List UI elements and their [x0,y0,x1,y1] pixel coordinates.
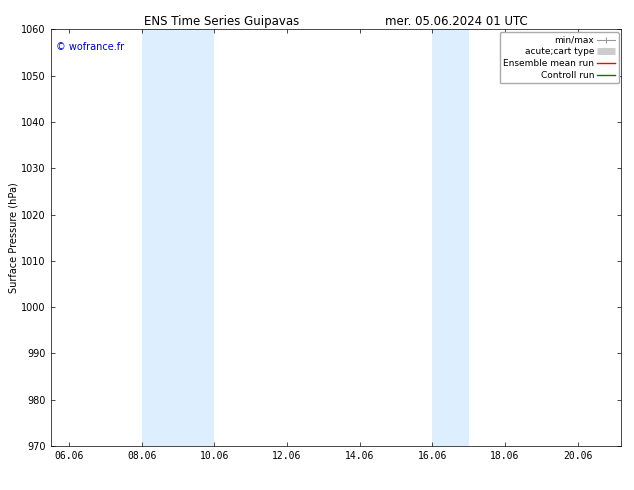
Y-axis label: Surface Pressure (hPa): Surface Pressure (hPa) [8,182,18,293]
Text: mer. 05.06.2024 01 UTC: mer. 05.06.2024 01 UTC [385,15,528,28]
Bar [141,29,214,446]
Bar [432,29,469,446]
Legend: min/max, acute;cart type, Ensemble mean run, Controll run: min/max, acute;cart type, Ensemble mean … [500,32,619,83]
Text: ENS Time Series Guipavas: ENS Time Series Guipavas [145,15,299,28]
Text: © wofrance.fr: © wofrance.fr [56,42,124,52]
